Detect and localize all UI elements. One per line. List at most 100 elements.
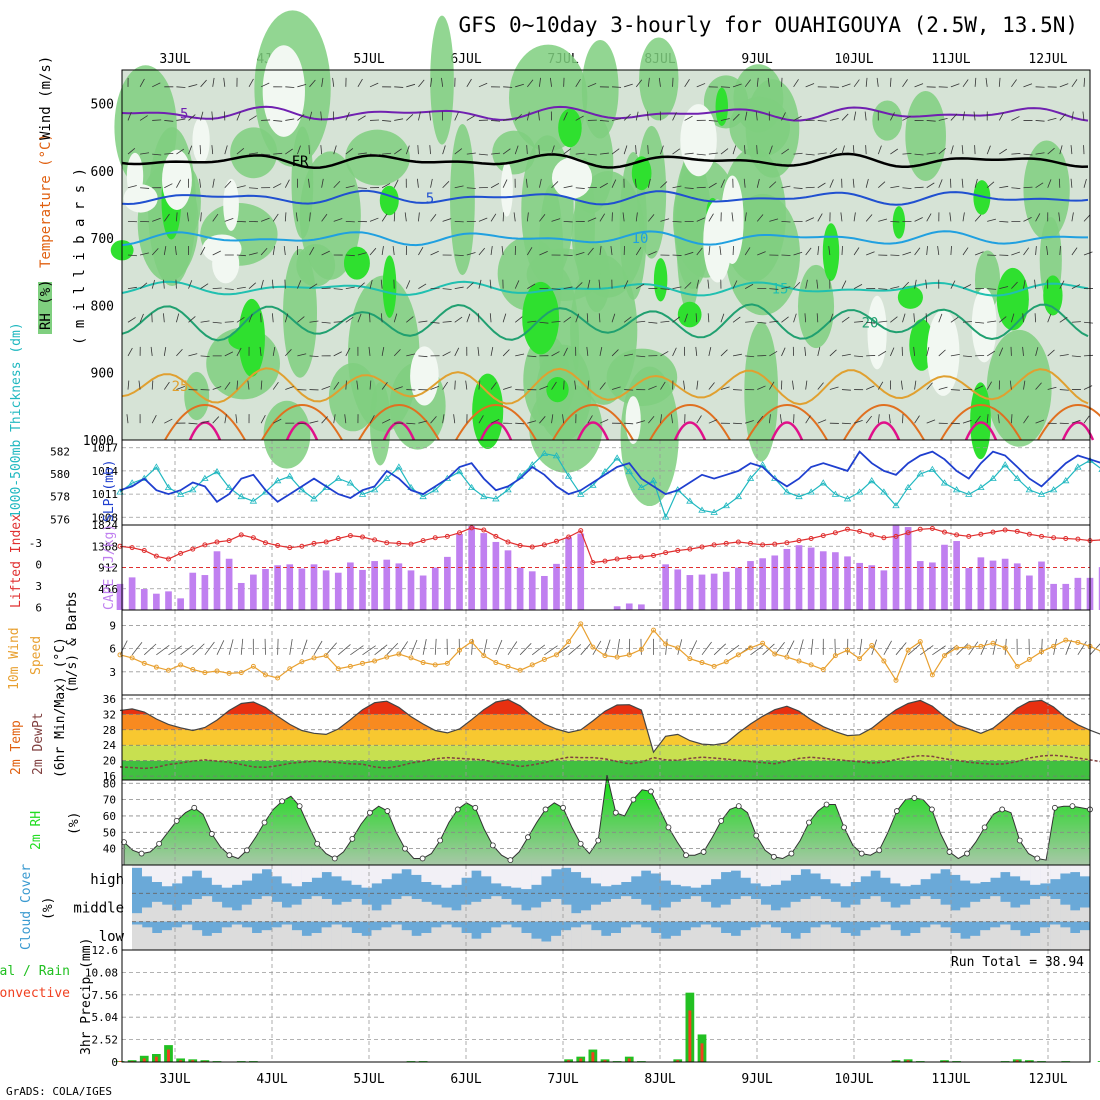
wind-barb <box>236 185 246 189</box>
lifted-index-marker <box>772 541 778 547</box>
wind-barb <box>841 145 845 155</box>
wind-barb <box>321 287 331 290</box>
wind-barb <box>309 111 313 121</box>
thickness-marker <box>892 501 900 509</box>
wind-barb <box>418 420 428 424</box>
wind-barb <box>623 145 628 155</box>
wind-barb <box>283 246 286 256</box>
lifted-index-marker <box>711 542 717 548</box>
rh-high-contour-fill <box>1043 275 1063 316</box>
day-label-bottom: 7JUL <box>547 1072 578 1087</box>
wind-barb <box>708 382 715 390</box>
thickness-marker <box>746 474 755 481</box>
wind-barb <box>466 282 474 289</box>
rh-low-contour-fill <box>926 309 960 396</box>
wind-speed-marker <box>1002 645 1008 651</box>
wind-barb <box>672 316 680 323</box>
wind-barb <box>538 145 540 155</box>
cloud-cell-middle <box>690 896 702 922</box>
lifted-index-marker <box>360 534 365 540</box>
wind-barb <box>515 389 525 391</box>
wind-speed-marker <box>1063 637 1069 643</box>
wind-barb <box>1035 120 1045 122</box>
wind-barb <box>297 353 307 357</box>
wind-barb <box>1022 313 1024 323</box>
wind-barb <box>672 254 682 256</box>
wind-barb <box>526 145 528 155</box>
wind-barb <box>563 254 573 257</box>
wind-barb <box>769 320 779 323</box>
cloud-cell-middle <box>201 896 213 922</box>
wind-barb <box>841 280 847 289</box>
wind-barb <box>418 247 424 256</box>
wind-speed-marker <box>578 621 584 627</box>
cloud-cell-middle <box>930 899 941 922</box>
wind-barb <box>273 120 283 122</box>
wind-barb <box>442 218 452 222</box>
isotherm-surface-arc-hot <box>479 421 513 441</box>
wind-barb <box>672 220 682 223</box>
wind-barb <box>781 112 786 121</box>
wind-barb <box>575 78 581 88</box>
wind-barb <box>357 282 365 289</box>
cloud-cell-middle <box>351 899 362 922</box>
precip-convective-bar <box>1015 1060 1019 1062</box>
wind-barb <box>527 79 534 88</box>
wind-barb <box>731 212 734 222</box>
cloud-cell-low <box>800 933 811 950</box>
lifted-ytick: 3 <box>35 580 42 593</box>
footer-credit: GrADS: COLA/IGES <box>6 1085 112 1098</box>
thickness-marker <box>1062 477 1070 484</box>
lifted-index-marker <box>820 533 826 539</box>
thickness-marker <box>164 483 173 490</box>
wind-barb <box>490 382 497 390</box>
wind-barb <box>999 148 1008 155</box>
cloud-cell-low <box>311 933 322 950</box>
wind-barb <box>1083 77 1086 87</box>
wind-barb <box>720 179 725 188</box>
cloud-cell-low <box>1040 927 1051 950</box>
cape-bar <box>613 606 621 610</box>
wind-barb <box>551 351 560 357</box>
wind-barb <box>139 115 148 121</box>
cloud-cell-low <box>141 927 153 950</box>
wind-barb <box>321 321 331 324</box>
cloud-cell-low <box>221 927 233 950</box>
cloud-cell-low <box>710 927 722 950</box>
day-label-top: 5JUL <box>353 52 384 67</box>
wind-barb <box>914 247 921 256</box>
slp-ytick: 1017 <box>92 442 119 455</box>
thickness-marker <box>189 486 197 493</box>
wind-barb <box>1023 186 1033 189</box>
wind-barb <box>551 181 559 189</box>
wind-barb-10m <box>386 642 399 656</box>
wind-barb <box>454 220 464 223</box>
cloud-cell-low <box>171 927 183 950</box>
precip-convective-bar <box>591 1052 595 1062</box>
thickness-marker <box>395 463 403 470</box>
wind-barb <box>781 185 791 189</box>
cloud-cell-middle <box>700 901 712 922</box>
wind-barb <box>866 251 875 256</box>
cloud-cell-low <box>561 930 572 950</box>
lifted-index-marker <box>808 535 814 541</box>
wind-barb-10m <box>362 645 376 656</box>
cloud-cell-high <box>940 865 951 870</box>
wind-speed-marker <box>384 654 390 660</box>
wind-barb-10m <box>932 645 946 656</box>
thickness-marker <box>843 495 852 502</box>
wind-barb <box>745 420 754 424</box>
wind-barb <box>975 321 985 324</box>
wind-barb <box>817 419 827 424</box>
wind-barb <box>866 321 876 324</box>
wind-barb <box>1011 187 1021 190</box>
wind-barb <box>660 181 668 189</box>
wind-barb <box>768 145 773 155</box>
wind-barb <box>732 145 737 155</box>
wind-barb <box>309 355 319 358</box>
rh-high-contour-fill <box>546 377 569 403</box>
wind-barb <box>309 212 311 222</box>
wind-barb <box>442 321 452 323</box>
wind-barb <box>369 279 373 289</box>
wind-barb <box>732 113 740 121</box>
